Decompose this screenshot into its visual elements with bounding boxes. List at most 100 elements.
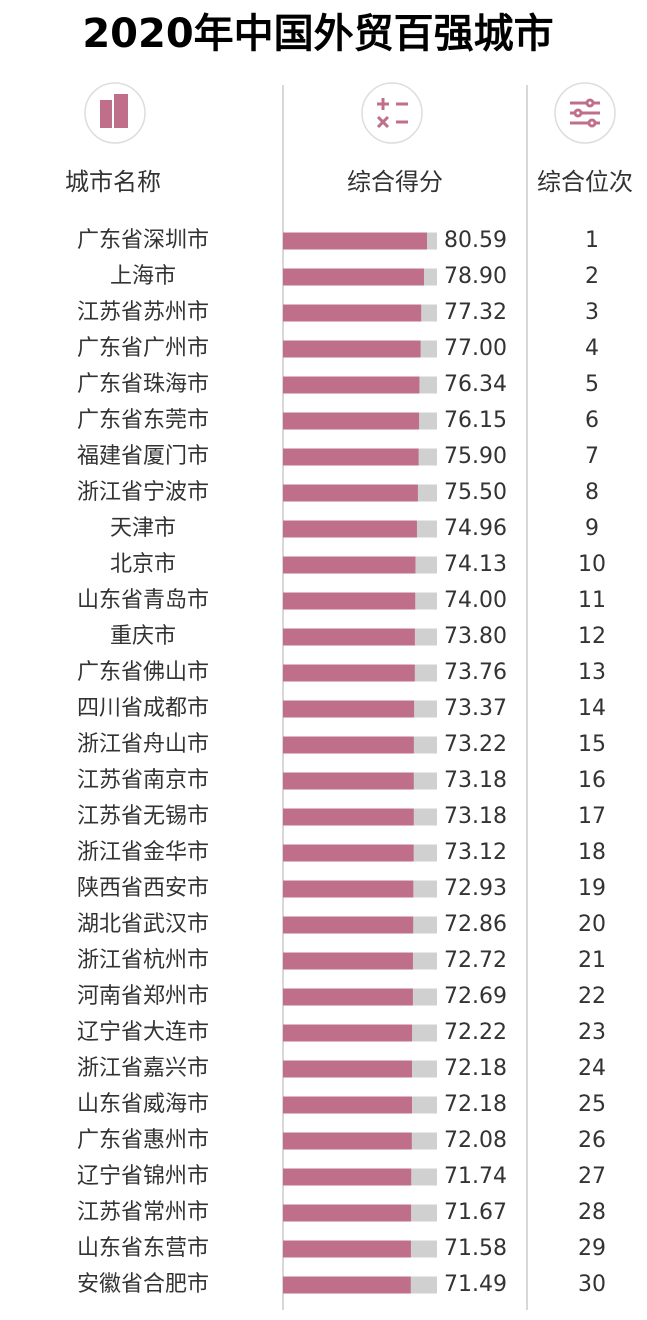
- bar: [283, 700, 415, 718]
- rank: 11: [578, 588, 606, 613]
- city-name: 江苏省常州市: [77, 1200, 209, 1225]
- city-name: 安徽省合肥市: [77, 1272, 209, 1297]
- bar: [283, 1060, 412, 1078]
- bar: [283, 520, 417, 538]
- rank: 22: [578, 984, 606, 1009]
- rank: 30: [578, 1272, 606, 1297]
- bar: [283, 808, 414, 826]
- bar: [283, 1096, 412, 1114]
- city-name: 辽宁省大连市: [77, 1020, 209, 1045]
- city-name: 广东省深圳市: [77, 228, 209, 253]
- value-label: 73.18: [444, 768, 507, 793]
- bar: [283, 1204, 412, 1222]
- city-name: 浙江省宁波市: [77, 480, 209, 505]
- city-name: 上海市: [110, 264, 176, 289]
- column-header: 城市名称: [65, 168, 161, 196]
- value-label: 74.96: [444, 516, 507, 541]
- city-name: 江苏省南京市: [77, 768, 209, 793]
- value-label: 71.49: [444, 1272, 507, 1297]
- rank: 15: [578, 732, 606, 757]
- value-label: 72.69: [444, 984, 507, 1009]
- value-label: 75.90: [444, 444, 507, 469]
- city-name: 江苏省苏州市: [77, 300, 209, 325]
- rank: 26: [578, 1128, 606, 1153]
- city-name: 广东省佛山市: [77, 660, 209, 685]
- city-name: 山东省东营市: [77, 1236, 209, 1261]
- city-name: 山东省青岛市: [77, 588, 209, 613]
- rank: 27: [578, 1164, 606, 1189]
- rank: 1: [585, 228, 599, 253]
- bar: [283, 1024, 413, 1042]
- city-name: 广东省东莞市: [77, 408, 209, 433]
- bar: [283, 1240, 411, 1258]
- value-label: 74.00: [444, 588, 507, 613]
- city-name: 广东省惠州市: [77, 1128, 209, 1153]
- value-label: 76.34: [444, 372, 507, 397]
- value-label: 72.93: [444, 876, 507, 901]
- city-name: 广东省广州市: [77, 336, 209, 361]
- bar: [283, 412, 420, 430]
- city-name: 浙江省杭州市: [77, 948, 209, 973]
- bar: [283, 988, 413, 1006]
- rank: 9: [585, 516, 599, 541]
- bar: [283, 484, 418, 502]
- city-name: 浙江省金华市: [77, 840, 209, 865]
- bar: [283, 592, 416, 610]
- rank: 28: [578, 1200, 606, 1225]
- city-name: 浙江省舟山市: [77, 732, 209, 757]
- city-name: 河南省郑州市: [77, 984, 209, 1009]
- value-label: 71.74: [444, 1164, 507, 1189]
- bar: [283, 556, 416, 574]
- bar: [283, 376, 420, 394]
- column-header: 综合得分: [347, 168, 443, 196]
- rank: 21: [578, 948, 606, 973]
- city-name: 广东省珠海市: [77, 372, 209, 397]
- value-label: 71.67: [444, 1200, 507, 1225]
- value-label: 73.37: [444, 696, 507, 721]
- value-label: 72.18: [444, 1056, 507, 1081]
- city-name: 江苏省无锡市: [77, 804, 209, 829]
- city-name: 辽宁省锦州市: [77, 1164, 209, 1189]
- column-header: 综合位次: [537, 168, 633, 196]
- bar: [283, 304, 422, 322]
- city-name: 北京市: [110, 552, 176, 577]
- value-label: 76.15: [444, 408, 507, 433]
- value-label: 73.76: [444, 660, 507, 685]
- rank: 19: [578, 876, 606, 901]
- icon-rank: [554, 82, 616, 144]
- bar: [283, 448, 419, 466]
- city-name: 陕西省西安市: [77, 876, 209, 901]
- value-label: 73.12: [444, 840, 507, 865]
- rank: 8: [585, 480, 599, 505]
- bar: [283, 1168, 412, 1186]
- bar: [283, 952, 413, 970]
- rank: 29: [578, 1236, 606, 1261]
- rank: 7: [585, 444, 599, 469]
- city-name: 重庆市: [110, 624, 176, 649]
- rank: 18: [578, 840, 606, 865]
- value-label: 78.90: [444, 264, 507, 289]
- bar: [283, 1132, 412, 1150]
- value-label: 77.00: [444, 336, 507, 361]
- rank: 23: [578, 1020, 606, 1045]
- rank: 4: [585, 336, 599, 361]
- bar: [283, 916, 414, 934]
- city-name: 福建省厦门市: [77, 444, 209, 469]
- city-name: 山东省威海市: [77, 1092, 209, 1117]
- bar: [283, 232, 427, 250]
- value-label: 71.58: [444, 1236, 507, 1261]
- bar: [283, 664, 415, 682]
- value-label: 80.59: [444, 228, 507, 253]
- bar: [283, 844, 414, 862]
- value-label: 73.80: [444, 624, 507, 649]
- rank: 16: [578, 768, 606, 793]
- value-label: 72.72: [444, 948, 507, 973]
- bar: [283, 340, 421, 358]
- rank: 3: [585, 300, 599, 325]
- bar: [283, 880, 414, 898]
- city-name: 天津市: [110, 516, 176, 541]
- bar: [283, 736, 414, 754]
- value-label: 77.32: [444, 300, 507, 325]
- bar: [283, 268, 424, 286]
